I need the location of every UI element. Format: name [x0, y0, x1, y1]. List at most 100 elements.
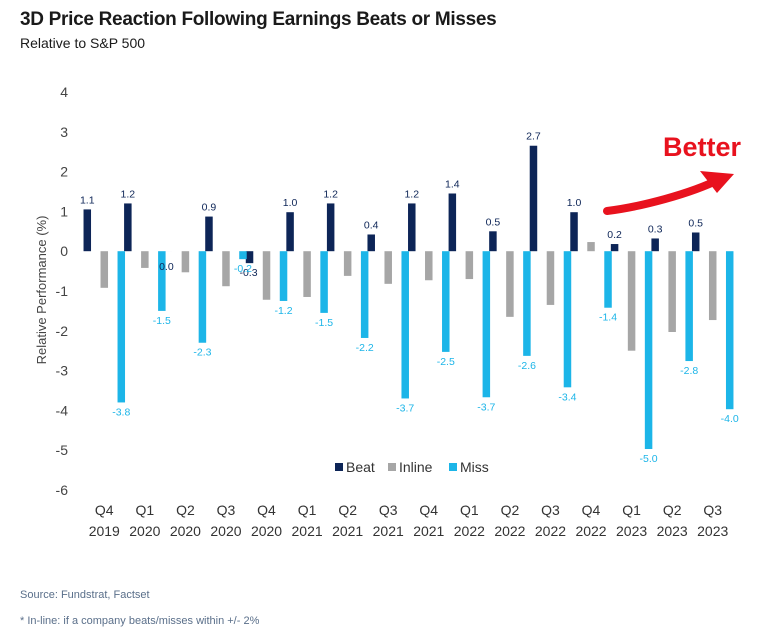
bar-beat-12 — [570, 212, 578, 252]
x-tick-year: 2020 — [251, 523, 282, 539]
bar-miss-2 — [198, 251, 207, 343]
bar-inline-8 — [425, 251, 433, 281]
x-tick-year: 2021 — [373, 523, 404, 539]
data-label-beat-1: 1.2 — [121, 188, 136, 200]
x-tick-year: 2020 — [170, 523, 201, 539]
x-tick-quarter: Q3 — [541, 502, 560, 518]
x-tick-quarter: Q1 — [622, 502, 641, 518]
legend-swatch-beat — [335, 463, 343, 471]
bar-miss-5 — [320, 251, 328, 313]
bar-miss-10 — [523, 251, 531, 356]
x-tick-year: 2019 — [89, 523, 120, 539]
x-tick-quarter: Q1 — [135, 502, 154, 518]
x-tick-quarter: Q2 — [338, 502, 357, 518]
bar-inline-9 — [465, 251, 474, 280]
x-tick-year: 2023 — [697, 523, 728, 539]
x-tick-year: 2022 — [454, 523, 485, 539]
x-tick-quarter: Q3 — [217, 502, 236, 518]
data-label-beat-8: 1.2 — [404, 188, 419, 200]
bar-beat-4 — [245, 251, 254, 264]
bar-beat-0 — [83, 209, 92, 252]
bar-miss-11 — [563, 251, 572, 388]
data-label-miss-10: -2.6 — [518, 360, 536, 372]
x-tick-year: 2022 — [494, 523, 525, 539]
data-label-miss-12: -1.4 — [599, 312, 617, 324]
bar-miss-0 — [117, 251, 126, 403]
legend-swatch-inline — [388, 463, 396, 471]
x-tick-year: 2021 — [292, 523, 323, 539]
bar-beat-11 — [529, 145, 538, 252]
bar-miss-15 — [725, 251, 734, 410]
bar-inline-2 — [181, 251, 190, 273]
data-label-miss-7: -3.7 — [396, 402, 414, 414]
better-arrow-icon — [603, 175, 724, 215]
bar-miss-1 — [158, 251, 166, 311]
x-axis-categories: Q4 2019 Q1 2020 Q2 2020 Q3 2020 Q4 2020 Q1 2021 Q2 20… — [89, 502, 729, 539]
data-label-miss-3: -0.2 — [234, 263, 252, 275]
bar-inline-14 — [668, 251, 676, 332]
data-label-miss-11: -3.4 — [558, 391, 576, 403]
better-annotation: Better — [663, 132, 742, 162]
bar-miss-6 — [360, 251, 369, 338]
bar-inline-12 — [587, 242, 595, 252]
bar-beat-15 — [691, 232, 700, 252]
bar-inline-15 — [708, 251, 717, 321]
data-label-miss-5: -1.5 — [315, 317, 333, 329]
data-label-beat-3: 0.9 — [202, 202, 217, 214]
y-tick-label: 3 — [60, 124, 68, 140]
legend-label-inline: Inline — [399, 459, 433, 475]
data-label-beat-9: 1.4 — [445, 178, 460, 190]
bar-beat-10 — [489, 231, 497, 252]
y-tick-label: -2 — [56, 323, 69, 339]
x-tick-quarter: Q3 — [379, 502, 398, 518]
better-arrowhead-icon — [700, 171, 734, 193]
y-tick-label: -1 — [56, 283, 69, 299]
data-label-beat-6: 1.2 — [323, 188, 338, 200]
data-label-miss-0: -3.8 — [112, 406, 130, 418]
y-axis-ticks: 4 3 2 1 0 -1 -2 -3 -4 -5 -6 — [56, 84, 69, 498]
x-tick-year: 2022 — [535, 523, 566, 539]
y-tick-label: -6 — [56, 482, 69, 498]
bar-miss-12 — [604, 251, 612, 308]
legend-label-miss: Miss — [460, 459, 489, 475]
bar-beat-3 — [205, 216, 213, 252]
data-label-miss-15: -4.0 — [721, 413, 739, 425]
data-label-beat-11: 2.7 — [526, 131, 541, 143]
data-label-beat-2: 0.0 — [159, 261, 174, 273]
x-tick-quarter: Q4 — [582, 502, 601, 518]
data-label-miss-1: -1.5 — [153, 315, 171, 327]
bar-miss-7 — [401, 251, 409, 399]
x-tick-quarter: Q2 — [663, 502, 682, 518]
x-tick-quarter: Q4 — [419, 502, 438, 518]
bar-miss-8 — [442, 251, 450, 352]
bar-inline-6 — [343, 251, 352, 276]
data-label-beat-7: 0.4 — [364, 219, 379, 231]
bar-inline-7 — [384, 251, 392, 284]
data-label-beat-13: 0.2 — [607, 229, 622, 241]
data-label-miss-13: -5.0 — [640, 453, 658, 465]
data-label-beat-5: 1.0 — [283, 197, 298, 209]
data-label-miss-9: -3.7 — [477, 401, 495, 413]
bar-miss-9 — [482, 251, 491, 398]
x-tick-quarter: Q1 — [460, 502, 479, 518]
bar-inline-10 — [506, 251, 514, 317]
bar-inline-11 — [546, 251, 555, 305]
bar-beat-1 — [124, 203, 132, 252]
x-tick-quarter: Q2 — [176, 502, 195, 518]
legend-label-beat: Beat — [346, 459, 375, 475]
bar-inline-5 — [303, 251, 311, 297]
bar-inline-13 — [627, 251, 636, 351]
bar-beat-13 — [610, 244, 619, 252]
chart-title: 3D Price Reaction Following Earnings Bea… — [20, 9, 497, 30]
y-tick-label: 0 — [60, 243, 68, 259]
y-tick-label: -3 — [56, 363, 69, 379]
x-tick-quarter: Q4 — [95, 502, 114, 518]
bar-miss-3 — [239, 251, 247, 260]
bar-beat-7 — [367, 234, 375, 252]
data-label-beat-12: 1.0 — [567, 197, 582, 209]
x-tick-year: 2023 — [657, 523, 688, 539]
bar-series — [83, 145, 734, 450]
x-tick-year: 2022 — [575, 523, 606, 539]
source-note: Source: Fundstrat, Factset — [20, 589, 150, 601]
